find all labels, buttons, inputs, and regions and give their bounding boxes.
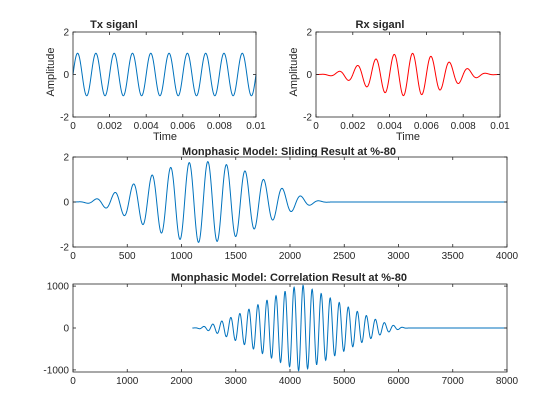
tx-chart-xlabel: Time bbox=[153, 131, 177, 143]
correlation-ytick-label: -1000 bbox=[43, 365, 69, 376]
correlation-series-line bbox=[192, 284, 507, 372]
correlation-xtick-label: 4000 bbox=[279, 376, 302, 387]
rx-ytick-label: -2 bbox=[303, 113, 312, 124]
rx-series-line bbox=[316, 52, 500, 97]
sliding-ytick-label: -2 bbox=[60, 243, 69, 254]
correlation-xtick-label: 3000 bbox=[225, 376, 248, 387]
tx-chart-title: Tx siganl bbox=[90, 19, 138, 31]
correlation-chart-title: Monphasic Model: Correlation Result at %… bbox=[171, 272, 407, 284]
rx-xtick-label: 0.002 bbox=[340, 121, 365, 132]
sliding-xtick-label: 0 bbox=[70, 251, 76, 262]
sliding-series-line bbox=[73, 161, 507, 243]
rx-ytick-label: 0 bbox=[306, 70, 312, 81]
tx-ytick-label: 2 bbox=[63, 28, 69, 39]
rx-chart-title: Rx siganl bbox=[356, 19, 405, 31]
tx-xtick-label: 0.01 bbox=[246, 121, 266, 132]
tx-series-line bbox=[72, 52, 257, 97]
sliding-ytick-label: 0 bbox=[63, 198, 69, 209]
tx-ytick-label: 0 bbox=[63, 70, 69, 81]
correlation-ytick-label: 0 bbox=[63, 324, 69, 335]
tx-xtick-label: 0.006 bbox=[170, 121, 195, 132]
sliding-xtick-label: 2000 bbox=[279, 251, 302, 262]
correlation-xtick-label: 1000 bbox=[116, 376, 139, 387]
tx-xtick-label: 0.004 bbox=[134, 121, 159, 132]
sliding-xtick-label: 500 bbox=[119, 251, 136, 262]
tx-chart: Tx siganl Amplitude Time 0 0.002 0.004 0.00… bbox=[45, 19, 266, 143]
rx-xtick-label: 0.01 bbox=[490, 121, 510, 132]
rx-chart-ylabel: Amplitude bbox=[288, 48, 300, 97]
correlation-xtick-label: 7000 bbox=[442, 376, 465, 387]
rx-xtick-label: 0 bbox=[313, 121, 319, 132]
sliding-xtick-label: 4000 bbox=[496, 251, 519, 262]
tx-xtick-label: 0.008 bbox=[207, 121, 232, 132]
sliding-xtick-label: 1500 bbox=[225, 251, 248, 262]
sliding-chart: Monphasic Model: Sliding Result at %-80 … bbox=[60, 146, 518, 262]
correlation-xtick-label: 5000 bbox=[333, 376, 356, 387]
correlation-xtick-label: 8000 bbox=[496, 376, 519, 387]
sliding-xtick-label: 3500 bbox=[442, 251, 465, 262]
rx-xtick-label: 0.006 bbox=[414, 121, 439, 132]
tx-ytick-label: -2 bbox=[60, 113, 69, 124]
correlation-ytick-label: 1000 bbox=[47, 282, 70, 293]
rx-chart-xlabel: Time bbox=[396, 131, 420, 143]
rx-chart: Rx siganl Amplitude Time 0 0.002 0.004 0.00… bbox=[288, 19, 510, 143]
tx-xtick-label: 0.002 bbox=[97, 121, 122, 132]
rx-ytick-label: 2 bbox=[306, 28, 312, 39]
tx-xtick-label: 0 bbox=[70, 121, 76, 132]
correlation-xtick-label: 6000 bbox=[387, 376, 410, 387]
sliding-chart-title: Monphasic Model: Sliding Result at %-80 bbox=[182, 146, 396, 158]
sliding-xtick-label: 3000 bbox=[387, 251, 410, 262]
rx-xtick-label: 0.008 bbox=[451, 121, 476, 132]
correlation-xtick-label: 0 bbox=[70, 376, 76, 387]
sliding-xtick-label: 1000 bbox=[170, 251, 193, 262]
sliding-xtick-label: 2500 bbox=[333, 251, 356, 262]
correlation-xtick-label: 2000 bbox=[170, 376, 193, 387]
rx-xtick-label: 0.004 bbox=[377, 121, 402, 132]
sliding-ytick-label: 2 bbox=[63, 153, 69, 164]
correlation-chart: Monphasic Model: Correlation Result at %… bbox=[43, 272, 518, 387]
tx-chart-ylabel: Amplitude bbox=[45, 48, 57, 97]
